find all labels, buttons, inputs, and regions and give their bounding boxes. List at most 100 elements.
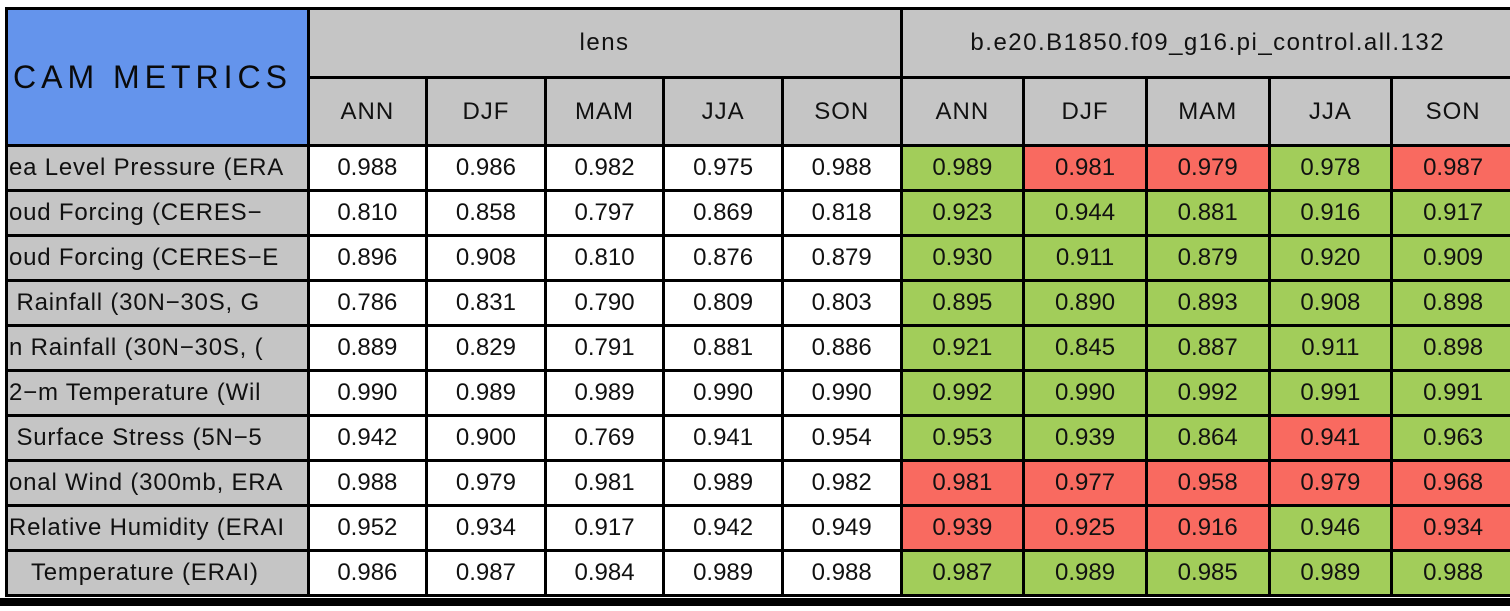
table-row: Temperature (ERAI) 0.986 0.987 0.984 0.989 0.… xyxy=(5,549,1510,597)
season-header-control-mam: MAM xyxy=(1144,76,1271,147)
lens-value-cell: 0.917 xyxy=(543,504,666,552)
lens-value-cell: 0.879 xyxy=(780,234,903,282)
control-value-cell-good: 0.879 xyxy=(1144,234,1271,282)
control-value-cell-bad: 0.979 xyxy=(1144,144,1271,192)
metric-label-cell: oud Forcing (CERES− xyxy=(5,189,310,237)
lens-value-cell: 0.881 xyxy=(662,324,784,372)
metric-label-cell: 2−m Temperature (Wil xyxy=(5,369,310,417)
metric-label: Relative Humidity (ERAI xyxy=(9,514,285,541)
control-value-cell-good: 0.864 xyxy=(1144,414,1271,462)
metric-label: Surface Stress (5N−5 xyxy=(9,424,263,451)
lens-value-cell: 0.786 xyxy=(306,279,429,327)
lens-value-cell: 0.942 xyxy=(662,504,784,552)
metric-label-cell: oud Forcing (CERES−E xyxy=(5,234,310,282)
control-value-cell-bad: 0.939 xyxy=(899,504,1026,552)
metric-label-cell: Surface Stress (5N−5 xyxy=(5,414,310,462)
table-row: oud Forcing (CERES− 0.810 0.858 0.797 0.869 0… xyxy=(5,189,1510,237)
control-value-cell-bad: 0.977 xyxy=(1022,459,1148,507)
metric-label: Rainfall (30N−30S, G xyxy=(9,289,260,316)
control-value-cell-good: 0.911 xyxy=(1267,324,1394,372)
lens-value-cell: 0.954 xyxy=(780,414,903,462)
control-value-cell-bad: 0.958 xyxy=(1144,459,1271,507)
control-value-cell-good: 0.881 xyxy=(1144,189,1271,237)
lens-value-cell: 0.981 xyxy=(543,459,666,507)
lens-value-cell: 0.908 xyxy=(425,234,547,282)
control-value-cell-good: 0.990 xyxy=(1022,369,1148,417)
control-value-cell-good: 0.920 xyxy=(1267,234,1394,282)
control-value-cell-good: 0.908 xyxy=(1267,279,1394,327)
lens-value-cell: 0.896 xyxy=(306,234,429,282)
metric-label: oud Forcing (CERES−E xyxy=(9,244,280,271)
lens-value-cell: 0.869 xyxy=(662,189,784,237)
season-header-control-djf: DJF xyxy=(1022,76,1148,147)
control-value-cell-bad: 0.979 xyxy=(1267,459,1394,507)
lens-value-cell: 0.810 xyxy=(306,189,429,237)
lens-value-cell: 0.990 xyxy=(780,369,903,417)
control-value-cell-good: 0.989 xyxy=(899,144,1026,192)
metric-label: 2−m Temperature (Wil xyxy=(9,379,262,406)
control-value-cell-good: 0.991 xyxy=(1390,369,1510,417)
lens-value-cell: 0.988 xyxy=(306,144,429,192)
control-value-cell-bad: 0.981 xyxy=(1022,144,1148,192)
control-value-cell-bad: 0.925 xyxy=(1022,504,1148,552)
metric-label-cell: Temperature (ERAI) xyxy=(5,549,310,597)
lens-value-cell: 0.818 xyxy=(780,189,903,237)
control-value-cell-good: 0.944 xyxy=(1022,189,1148,237)
control-value-cell-good: 0.916 xyxy=(1267,189,1394,237)
metric-label: onal Wind (300mb, ERA xyxy=(9,469,284,496)
season-header-control-son: SON xyxy=(1390,76,1510,147)
metric-label-cell: Relative Humidity (ERAI xyxy=(5,504,310,552)
lens-value-cell: 0.941 xyxy=(662,414,784,462)
lens-value-cell: 0.900 xyxy=(425,414,547,462)
control-value-cell-good: 0.992 xyxy=(899,369,1026,417)
metric-label-cell: onal Wind (300mb, ERA xyxy=(5,459,310,507)
control-value-cell-bad: 0.987 xyxy=(1390,144,1510,192)
control-value-cell-good: 0.909 xyxy=(1390,234,1510,282)
control-value-cell-good: 0.988 xyxy=(1390,549,1510,597)
control-value-cell-good: 0.992 xyxy=(1144,369,1271,417)
lens-value-cell: 0.769 xyxy=(543,414,666,462)
lens-value-cell: 0.803 xyxy=(780,279,903,327)
lens-value-cell: 0.797 xyxy=(543,189,666,237)
table-row: onal Wind (300mb, ERA 0.988 0.979 0.981 0.98… xyxy=(5,459,1510,507)
control-value-cell-good: 0.930 xyxy=(899,234,1026,282)
table-row: ea Level Pressure (ERA 0.988 0.986 0.982 0.9… xyxy=(5,144,1510,192)
lens-value-cell: 0.979 xyxy=(425,459,547,507)
control-value-cell-bad: 0.916 xyxy=(1144,504,1271,552)
metric-label: oud Forcing (CERES− xyxy=(9,199,263,226)
control-value-cell-good: 0.898 xyxy=(1390,324,1510,372)
table-row: 2−m Temperature (Wil 0.990 0.989 0.989 0.990… xyxy=(5,369,1510,417)
lens-value-cell: 0.986 xyxy=(425,144,547,192)
control-value-cell-good: 0.989 xyxy=(1022,549,1148,597)
control-value-cell-good: 0.895 xyxy=(899,279,1026,327)
control-value-cell-bad: 0.968 xyxy=(1390,459,1510,507)
control-value-cell-good: 0.978 xyxy=(1267,144,1394,192)
season-header-lens-mam: MAM xyxy=(543,76,666,147)
control-value-cell-good: 0.845 xyxy=(1022,324,1148,372)
control-value-cell-good: 0.923 xyxy=(899,189,1026,237)
season-header-lens-jja: JJA xyxy=(662,76,784,147)
control-value-cell-good: 0.911 xyxy=(1022,234,1148,282)
lens-value-cell: 0.986 xyxy=(306,549,429,597)
lens-value-cell: 0.990 xyxy=(306,369,429,417)
column-group-control-run: b.e20.B1850.f09_g16.pi_control.all.132 xyxy=(899,7,1510,79)
table-bottom-border xyxy=(0,598,1510,606)
season-header-lens-son: SON xyxy=(780,76,903,147)
column-group-lens: lens xyxy=(306,7,903,79)
table-row: Relative Humidity (ERAI 0.952 0.934 0.917 0.… xyxy=(5,504,1510,552)
metric-label-cell: ea Level Pressure (ERA xyxy=(5,144,310,192)
season-header-lens-djf: DJF xyxy=(425,76,547,147)
lens-value-cell: 0.829 xyxy=(425,324,547,372)
lens-value-cell: 0.989 xyxy=(662,549,784,597)
metric-label-cell: Rainfall (30N−30S, G xyxy=(5,279,310,327)
page-title: CAM METRICS xyxy=(13,58,292,95)
lens-value-cell: 0.989 xyxy=(662,459,784,507)
control-value-cell-good: 0.921 xyxy=(899,324,1026,372)
metric-label: Temperature (ERAI) xyxy=(9,559,259,586)
lens-value-cell: 0.790 xyxy=(543,279,666,327)
lens-value-cell: 0.988 xyxy=(780,144,903,192)
metric-label: n Rainfall (30N−30S, ( xyxy=(9,334,264,361)
season-header-lens-ann: ANN xyxy=(306,76,429,147)
lens-value-cell: 0.858 xyxy=(425,189,547,237)
